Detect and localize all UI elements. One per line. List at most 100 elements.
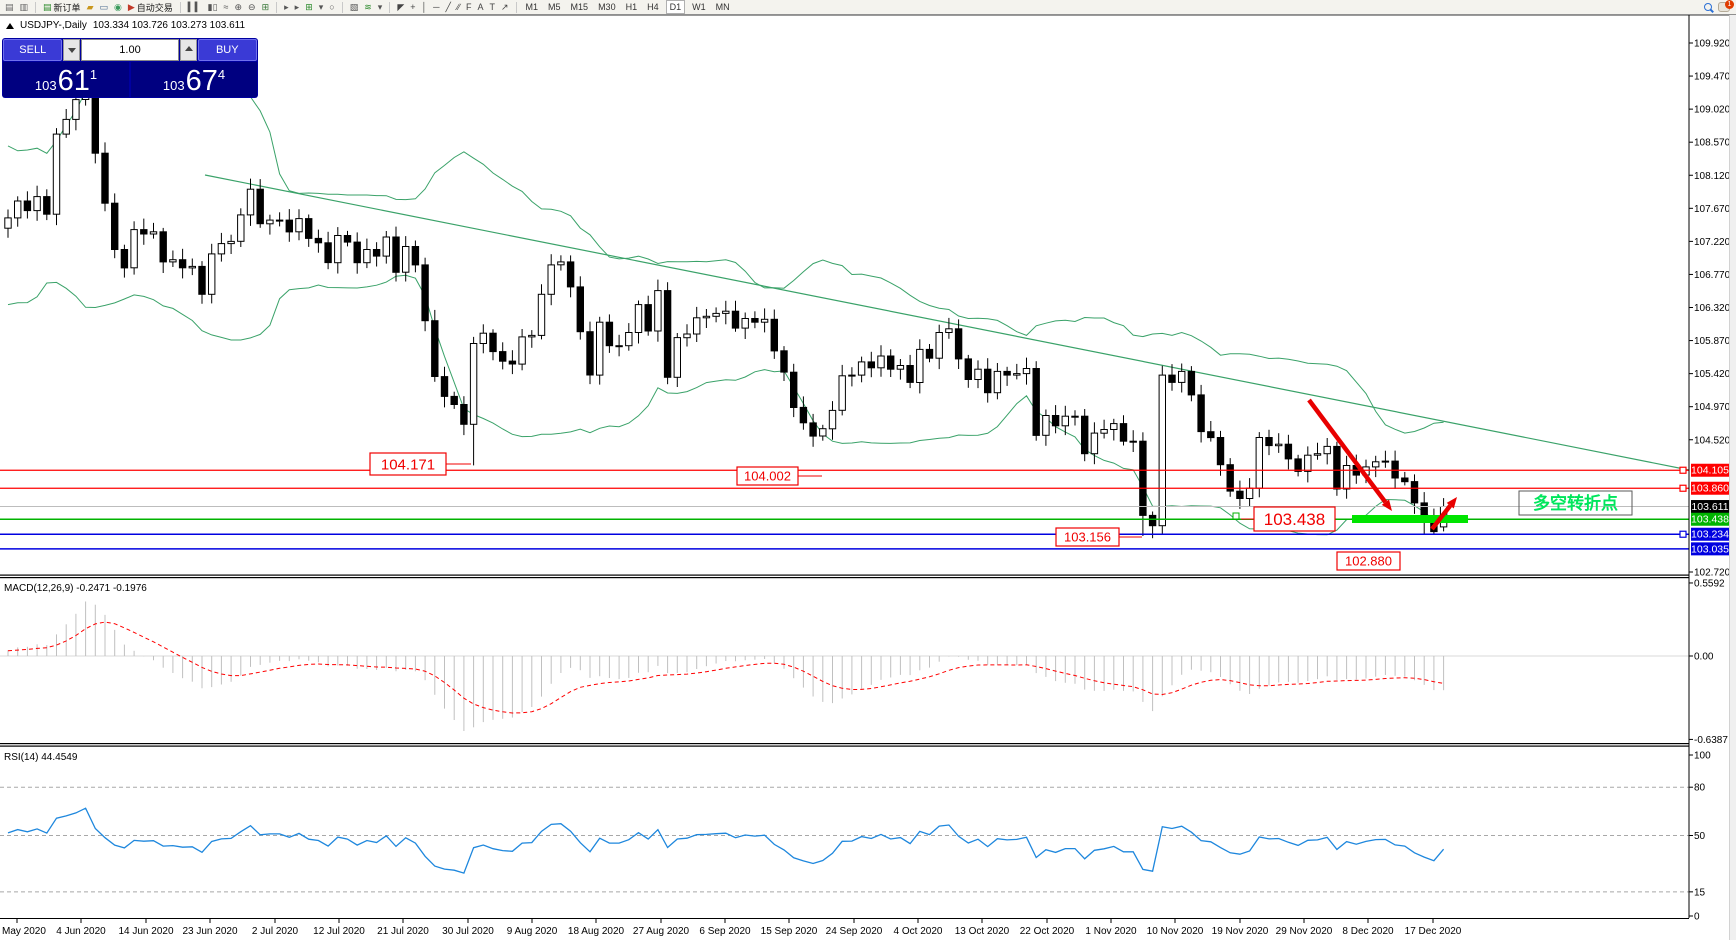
- toolbar-right: 1: [1704, 0, 1734, 12]
- clock-icon-glyph: ○: [329, 2, 335, 12]
- tile-windows-icon[interactable]: ⊞: [261, 1, 271, 13]
- auto-scroll-icon[interactable]: ▸: [283, 1, 290, 13]
- indicators-icon[interactable]: ≋: [363, 1, 373, 13]
- svg-text:21 Jul 2020: 21 Jul 2020: [377, 926, 429, 937]
- fibonacci-icon[interactable]: F: [465, 1, 473, 13]
- indicators-caret-icon[interactable]: ▾: [377, 1, 384, 13]
- collapse-arrow-icon[interactable]: [6, 22, 14, 29]
- timeframe-w1[interactable]: W1: [692, 2, 706, 12]
- toolbar-separator: [276, 1, 278, 13]
- sell-price-display[interactable]: 103 61 1: [3, 62, 129, 97]
- text-label-icon[interactable]: T: [488, 1, 496, 13]
- clock-icon[interactable]: ○: [328, 1, 335, 13]
- line-chart-icon[interactable]: ≈: [223, 1, 230, 13]
- svg-text:106.320: 106.320: [1694, 303, 1731, 314]
- svg-text:102.720: 102.720: [1694, 568, 1731, 579]
- svg-text:9 Aug 2020: 9 Aug 2020: [507, 926, 558, 937]
- svg-text:15 Sep 2020: 15 Sep 2020: [761, 926, 818, 937]
- vertical-line-icon[interactable]: │: [421, 1, 429, 13]
- chart-canvas[interactable]: 104.171 104.002 103.438 103.156 102.880 多空转折点…: [0, 15, 1736, 940]
- volume-increase-button[interactable]: [180, 39, 197, 61]
- candlestick-chart-icon-glyph: ▮▯: [207, 2, 218, 12]
- line-chart-icon-glyph: ≈: [223, 2, 229, 12]
- new-window-icon-glyph: ⊞: [305, 2, 313, 12]
- new-chart-icon[interactable]: ▤: [4, 1, 15, 13]
- metaeditor-icon-glyph: ▭: [99, 2, 108, 12]
- svg-text:17 Dec 2020: 17 Dec 2020: [1405, 926, 1462, 937]
- svg-text:109.020: 109.020: [1694, 105, 1731, 116]
- horizontal-line-icon[interactable]: ─: [432, 1, 440, 13]
- autotrading-button[interactable]: ▶ 自动交易: [127, 1, 174, 13]
- zoom-out-icon[interactable]: ⊖: [247, 1, 257, 13]
- cursor-icon-glyph: ◤: [397, 2, 405, 12]
- tile-windows-icon-glyph: ⊞: [261, 2, 270, 12]
- trendline-icon[interactable]: ╱: [445, 1, 452, 13]
- toolbar-separator: [389, 1, 391, 13]
- timeframe-m30[interactable]: M30: [598, 2, 616, 12]
- timeframe-d1[interactable]: D1: [665, 0, 686, 14]
- svg-text:14 Jun 2020: 14 Jun 2020: [118, 926, 173, 937]
- svg-text:104.105: 104.105: [1691, 465, 1729, 477]
- timeframe-h1[interactable]: H1: [625, 2, 638, 12]
- zoom-in-icon[interactable]: ⊕: [234, 1, 244, 13]
- text-label-icon-glyph: T: [489, 2, 495, 12]
- crosshair-icon[interactable]: +: [409, 1, 416, 13]
- svg-text:18 Aug 2020: 18 Aug 2020: [568, 926, 625, 937]
- bar-chart-icon[interactable]: ▍▍: [187, 1, 203, 13]
- buy-price-display[interactable]: 103 67 4: [131, 62, 257, 97]
- search-icon[interactable]: [1704, 3, 1712, 11]
- svg-text:80: 80: [1694, 783, 1706, 794]
- svg-text:24 Sep 2020: 24 Sep 2020: [826, 926, 883, 937]
- dropdown-caret-icon-glyph: ▾: [318, 2, 324, 12]
- svg-text:15: 15: [1694, 887, 1706, 898]
- signals-icon[interactable]: ◉: [113, 1, 123, 13]
- svg-text:108.570: 108.570: [1694, 138, 1731, 149]
- volume-input[interactable]: [81, 39, 179, 61]
- candlestick-chart-icon[interactable]: ▮▯: [207, 1, 219, 13]
- svg-text:104.970: 104.970: [1694, 402, 1731, 413]
- notifications-icon[interactable]: 1: [1718, 0, 1734, 12]
- metaeditor-icon[interactable]: ▭: [98, 1, 109, 13]
- svg-text:107.670: 107.670: [1694, 204, 1731, 215]
- market-gold-icon[interactable]: ▰: [86, 1, 95, 13]
- trendline-layer: [204, 174, 1690, 471]
- timeframe-m15[interactable]: M15: [570, 2, 589, 12]
- svg-text:22 Oct 2020: 22 Oct 2020: [1020, 926, 1075, 937]
- chart-shift-icon[interactable]: ▸: [294, 1, 301, 13]
- svg-text:105.420: 105.420: [1694, 369, 1731, 380]
- sell-price-big: 61: [57, 65, 90, 97]
- bar-chart-icon-glyph: ▍▍: [187, 2, 202, 12]
- channel-icon[interactable]: ∕∕: [456, 1, 461, 13]
- svg-text:103.234: 103.234: [1691, 529, 1729, 541]
- sell-button[interactable]: SELL: [3, 39, 63, 61]
- new-order-button[interactable]: ▤ 新订单: [42, 1, 82, 13]
- dropdown-caret-icon[interactable]: ▾: [318, 1, 325, 13]
- volume-decrease-button[interactable]: [63, 39, 80, 61]
- main-toolbar: ▤ ▥ ▤ 新订单 ▰ ▭ ◉ ▶ 自动交易 ▍▍ ▮▯ ≈ ⊕ ⊖ ⊞ ▸ ▸ ⊞ ▾ ○ ▧ ≋ ▾ ◤ + │ ─ ╱ ∕∕ F A T…: [0, 0, 1736, 15]
- symbol-ohlc: 103.334 103.726 103.273 103.611: [92, 20, 246, 31]
- cursor-icon[interactable]: ◤: [396, 1, 405, 13]
- svg-text:0: 0: [1694, 912, 1700, 923]
- buy-button[interactable]: BUY: [197, 39, 257, 61]
- market-gold-icon-glyph: ▰: [86, 2, 94, 12]
- date-axis: 26 May 2020 4 Jun 2020 14 Jun 2020 23 Jun 2…: [0, 918, 1462, 937]
- macd-pane: MACD(12,26,9) -0.2471 -0.1976 0.5592 0.00 -…: [0, 578, 1728, 746]
- arrows-icon[interactable]: ↗: [500, 1, 510, 13]
- new-window-icon[interactable]: ⊞: [304, 1, 314, 13]
- templates-icon[interactable]: ▧: [349, 1, 360, 13]
- sell-price-pip: 1: [89, 67, 98, 82]
- chart-window: 104.171 104.002 103.438 103.156 102.880 多空转折点…: [0, 15, 1736, 940]
- timeframe-m5[interactable]: M5: [548, 2, 561, 12]
- profiles-icon[interactable]: ▥: [19, 1, 30, 13]
- svg-text:-0.6387: -0.6387: [1694, 735, 1728, 746]
- auto-scroll-icon-glyph: ▸: [284, 2, 289, 12]
- annotations-layer: 104.171 104.002 103.438 103.156 102.880 多空转折点: [369, 398, 1633, 571]
- toolbar-separator: [515, 1, 517, 13]
- svg-text:10 Nov 2020: 10 Nov 2020: [1147, 926, 1204, 937]
- candles-layer: [4, 60, 1448, 539]
- vertical-scrollbar[interactable]: [1729, 15, 1736, 940]
- timeframe-m1[interactable]: M1: [525, 2, 539, 12]
- timeframe-mn[interactable]: MN: [715, 2, 730, 12]
- text-icon[interactable]: A: [476, 1, 484, 13]
- timeframe-h4[interactable]: H4: [647, 2, 659, 12]
